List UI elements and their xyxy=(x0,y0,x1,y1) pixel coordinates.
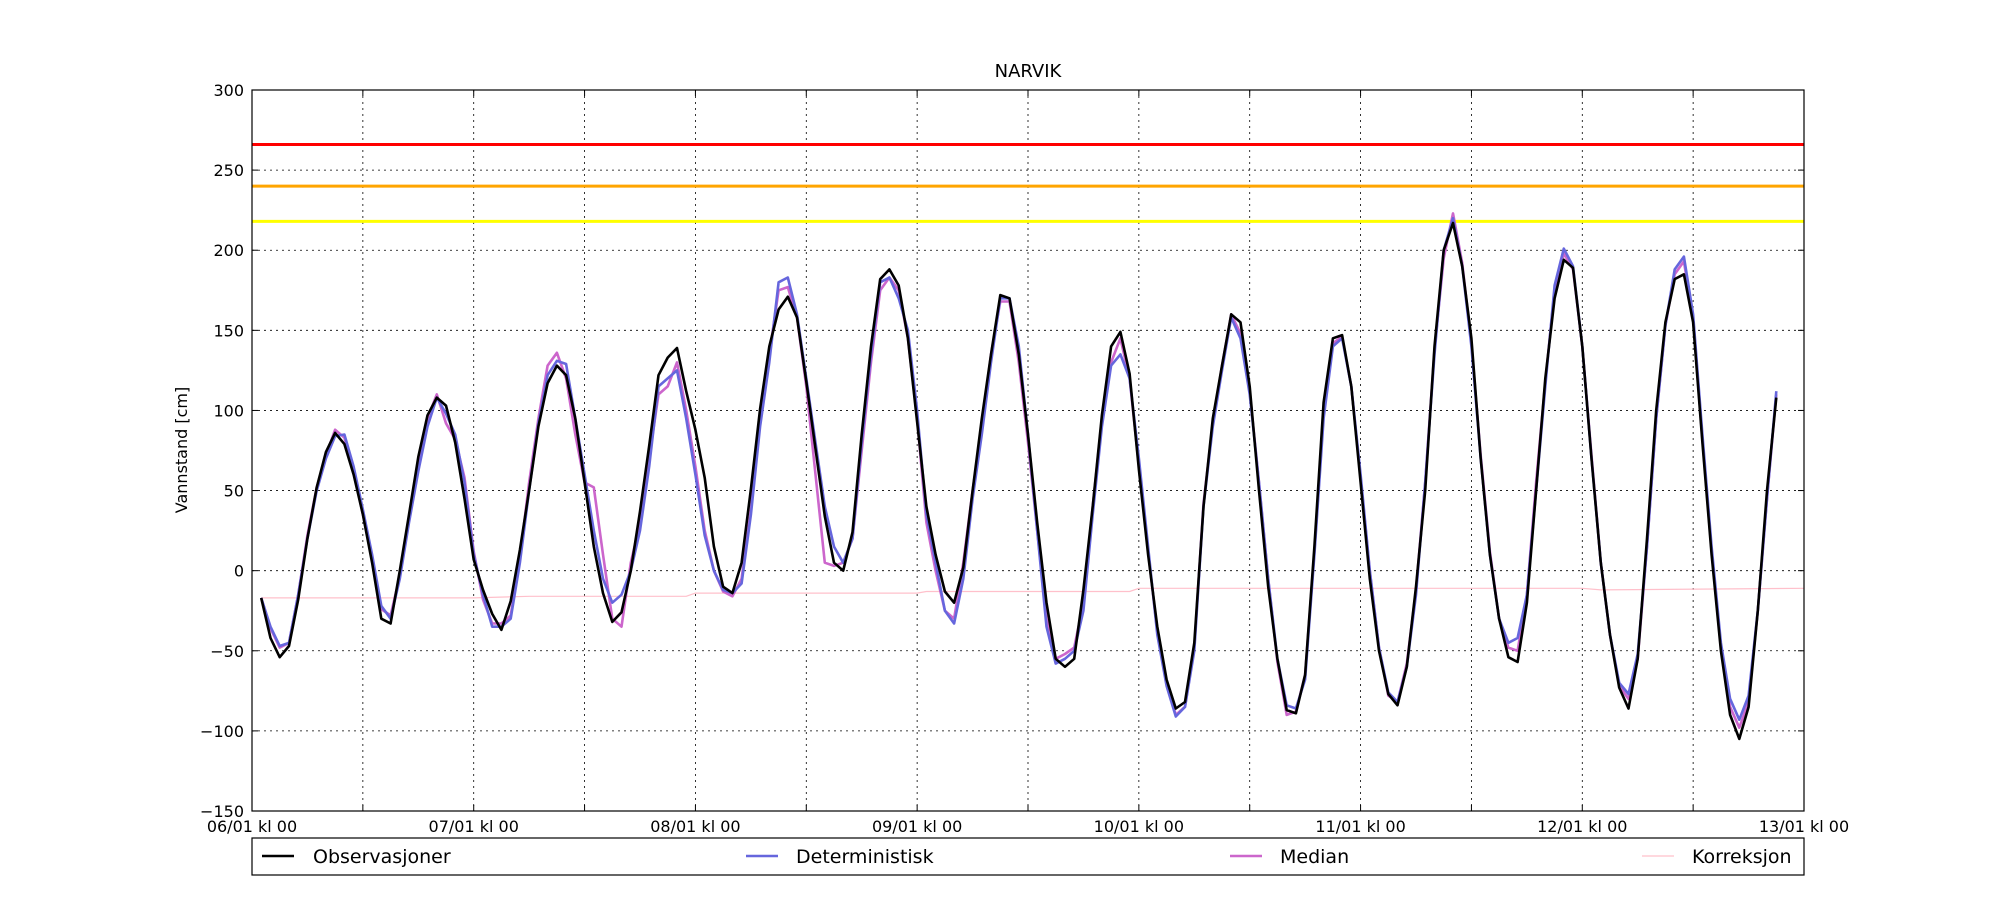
x-tick-label: 06/01 kl 00 xyxy=(207,817,297,836)
y-axis-label: Vannstand [cm] xyxy=(172,387,191,513)
y-tick-label: −100 xyxy=(200,722,244,741)
y-tick-label: 250 xyxy=(213,161,244,180)
series-line-observasjoner xyxy=(259,221,1778,741)
x-tick-label: 08/01 kl 00 xyxy=(650,817,740,836)
series-line-korreksjon xyxy=(261,587,1805,599)
y-tick-label: 50 xyxy=(224,482,244,501)
legend-frame xyxy=(251,837,1805,876)
y-tick-label: 300 xyxy=(213,81,244,100)
legend-label: Observasjoner xyxy=(313,846,451,868)
legend-label: Korreksjon xyxy=(1692,846,1792,868)
x-tick-label: 10/01 kl 00 xyxy=(1094,817,1184,836)
y-tick-label: −50 xyxy=(210,642,244,661)
series-line-deterministisk xyxy=(259,216,1778,722)
x-tick-label: 13/01 kl 00 xyxy=(1759,817,1849,836)
x-tick-label: 12/01 kl 00 xyxy=(1537,817,1627,836)
grid xyxy=(252,90,1804,811)
y-tick-label: −150 xyxy=(200,802,244,821)
legend: Observasjoner Deterministisk Median Korreks… xyxy=(251,837,1805,876)
x-tick-label: 11/01 kl 00 xyxy=(1315,817,1405,836)
legend-label: Median xyxy=(1280,846,1349,868)
threshold-lines xyxy=(252,142,1804,223)
chart-title: NARVIK xyxy=(995,61,1063,82)
x-tick-label: 09/01 kl 00 xyxy=(872,817,962,836)
series-lines xyxy=(259,212,1805,741)
y-tick-label: 150 xyxy=(213,321,244,340)
axes: −150 −100 −50 0 50 100 150 200 250 300 06/01 kl 00… xyxy=(200,81,1849,836)
y-tick-label: 0 xyxy=(234,562,244,581)
x-tick-label: 07/01 kl 00 xyxy=(429,817,519,836)
y-tick-label: 200 xyxy=(213,241,244,260)
legend-label: Deterministisk xyxy=(796,846,934,868)
y-tick-label: 100 xyxy=(213,401,244,420)
